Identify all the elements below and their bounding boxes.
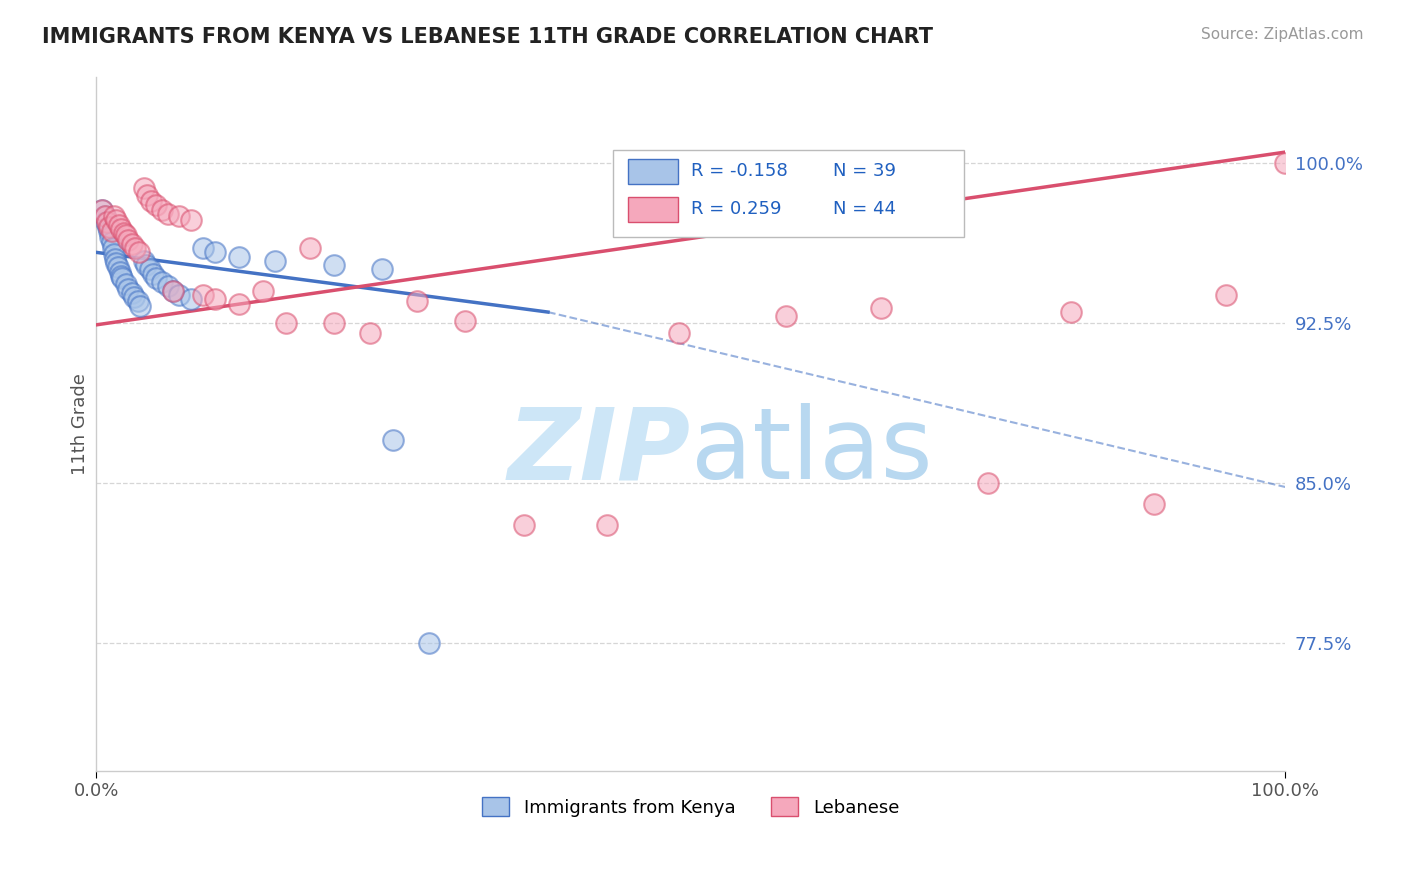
Point xyxy=(97,219,120,234)
Point xyxy=(169,209,191,223)
Point xyxy=(150,275,173,289)
Point xyxy=(107,260,129,275)
Text: atlas: atlas xyxy=(690,403,932,500)
Point xyxy=(1143,497,1166,511)
Point xyxy=(162,284,184,298)
Point xyxy=(98,224,121,238)
Point xyxy=(103,209,125,223)
Text: ZIP: ZIP xyxy=(508,403,690,500)
Point xyxy=(115,277,138,292)
Point xyxy=(454,313,477,327)
Point xyxy=(105,213,128,227)
Point xyxy=(228,250,250,264)
Point xyxy=(977,475,1000,490)
Point xyxy=(276,316,298,330)
Point xyxy=(668,326,690,341)
Point xyxy=(139,194,162,209)
Point xyxy=(121,285,143,300)
Point xyxy=(1215,288,1237,302)
Text: N = 39: N = 39 xyxy=(834,162,897,180)
Point xyxy=(382,433,405,447)
Point xyxy=(91,202,114,217)
Point xyxy=(100,224,122,238)
Point xyxy=(100,230,122,244)
Point xyxy=(138,262,160,277)
Point xyxy=(323,258,346,272)
Point xyxy=(775,310,797,324)
Point xyxy=(252,284,274,298)
Point xyxy=(204,293,226,307)
Point xyxy=(169,288,191,302)
Point xyxy=(91,202,114,217)
Point xyxy=(180,293,202,307)
Point xyxy=(100,235,122,249)
Text: Source: ZipAtlas.com: Source: ZipAtlas.com xyxy=(1201,27,1364,42)
Point xyxy=(101,241,124,255)
Point xyxy=(96,215,118,229)
Text: R = -0.158: R = -0.158 xyxy=(690,162,787,180)
Point xyxy=(193,288,215,302)
Point xyxy=(142,267,165,281)
Point xyxy=(162,284,184,298)
Point xyxy=(145,271,167,285)
Point xyxy=(135,258,157,272)
Point xyxy=(323,316,346,330)
Point xyxy=(145,198,167,212)
Text: IMMIGRANTS FROM KENYA VS LEBANESE 11TH GRADE CORRELATION CHART: IMMIGRANTS FROM KENYA VS LEBANESE 11TH G… xyxy=(42,27,934,46)
Point xyxy=(204,245,226,260)
Point xyxy=(117,233,139,247)
Point xyxy=(121,236,143,251)
Point xyxy=(124,241,146,255)
Point xyxy=(180,213,202,227)
Point xyxy=(117,282,139,296)
Point xyxy=(98,219,121,234)
Point xyxy=(104,252,127,266)
Point xyxy=(1060,305,1083,319)
Point xyxy=(870,301,893,315)
Point xyxy=(93,209,115,223)
Point xyxy=(108,264,131,278)
Point xyxy=(111,271,134,285)
Point xyxy=(150,202,173,217)
Point xyxy=(132,181,155,195)
Point xyxy=(103,247,125,261)
Point xyxy=(156,279,179,293)
Point xyxy=(513,518,536,533)
Point xyxy=(105,256,128,270)
Point xyxy=(110,222,132,236)
Point xyxy=(128,245,150,260)
Point xyxy=(370,262,392,277)
Point xyxy=(122,290,145,304)
Point xyxy=(1274,155,1296,169)
Point xyxy=(299,241,322,255)
Text: N = 44: N = 44 xyxy=(834,200,897,219)
FancyBboxPatch shape xyxy=(627,159,678,184)
Point xyxy=(110,268,132,283)
Legend: Immigrants from Kenya, Lebanese: Immigrants from Kenya, Lebanese xyxy=(475,790,907,824)
Point xyxy=(136,187,159,202)
Point xyxy=(596,518,619,533)
Point xyxy=(94,215,117,229)
Point xyxy=(418,636,440,650)
Text: R = 0.259: R = 0.259 xyxy=(690,200,782,219)
Point xyxy=(129,299,152,313)
Point xyxy=(406,294,429,309)
Point xyxy=(127,294,149,309)
Point xyxy=(156,207,179,221)
Point xyxy=(112,226,135,240)
Point xyxy=(132,253,155,268)
FancyBboxPatch shape xyxy=(613,150,965,237)
Point xyxy=(115,228,138,243)
Point xyxy=(107,218,129,232)
Point xyxy=(93,209,115,223)
Point xyxy=(193,241,215,255)
Point xyxy=(228,296,250,310)
FancyBboxPatch shape xyxy=(627,196,678,221)
Point xyxy=(359,326,381,341)
Point xyxy=(263,253,285,268)
Y-axis label: 11th Grade: 11th Grade xyxy=(72,373,89,475)
